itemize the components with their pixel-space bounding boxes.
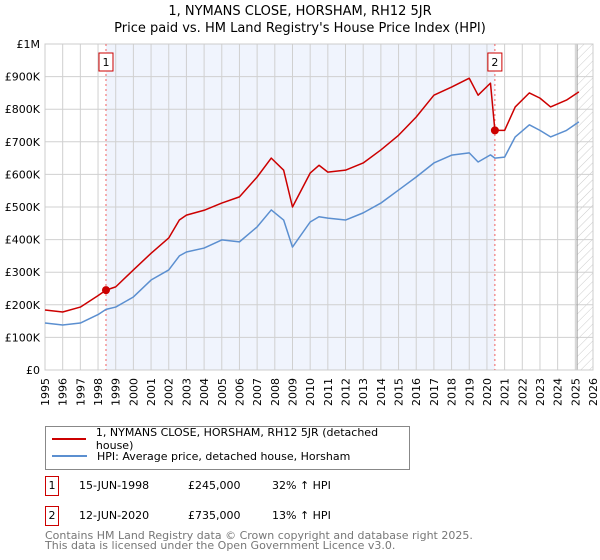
legend-swatch-blue [52, 455, 87, 457]
legend-label: HPI: Average price, detached house, Hors… [97, 449, 351, 463]
sale-point [101, 286, 110, 295]
x-tick-label: 1997 [74, 378, 87, 406]
x-tick-label: 2022 [516, 378, 529, 406]
chart-subtitle: Price paid vs. HM Land Registry's House … [114, 21, 486, 36]
marker-box [98, 52, 114, 72]
marker-label: 1 [102, 56, 109, 69]
y-tick-label: £800K [5, 103, 41, 116]
y-tick-label: £600K [5, 168, 41, 181]
x-tick-label: 2008 [269, 378, 282, 406]
marker-badge: 1 [45, 476, 59, 496]
transaction-price: £245,000 [188, 479, 241, 492]
x-tick-label: 2024 [552, 378, 565, 406]
x-tick-label: 2010 [304, 378, 317, 406]
x-tick-label: 2012 [340, 378, 353, 406]
marker-badge: 2 [45, 506, 59, 526]
x-tick-label: 1996 [57, 378, 70, 406]
price-chart: 1995 1996 1997 1998 1999 2000 2001 2002 2003 2004… [5, 38, 600, 406]
transaction-hpi: 32% ↑ HPI [272, 479, 331, 492]
x-tick-label: 2021 [499, 378, 512, 406]
marker-box [487, 52, 503, 72]
x-tick-label: 2017 [428, 378, 441, 406]
y-tick-label: £200K [5, 299, 41, 312]
transaction-date: 15-JUN-1998 [79, 479, 150, 492]
legend-item-hpi: HPI: Average price, detached house, Hors… [52, 449, 350, 463]
transaction-date: 12-JUN-2020 [79, 509, 150, 522]
x-tick-label: 2007 [251, 378, 264, 406]
plot-frame [44, 43, 594, 371]
x-tick-label: 2004 [198, 378, 211, 406]
y-tick-label: £700K [5, 136, 41, 149]
legend-swatch-red [52, 438, 86, 440]
sale-point [490, 126, 499, 135]
hpi-line [44, 121, 580, 326]
x-tick-label: 2000 [127, 378, 140, 406]
x-tick-label: 2011 [322, 378, 335, 406]
x-tick-label: 1998 [92, 378, 105, 406]
y-tick-label: £1M [17, 38, 41, 51]
x-tick-label: 2014 [375, 378, 388, 406]
transaction-hpi: 13% ↑ HPI [272, 509, 331, 522]
footer: Contains HM Land Registry data © Crown c… [45, 529, 473, 552]
x-tick-label: 2001 [145, 378, 158, 406]
legend-label: 1, NYMANS CLOSE, HORSHAM, RH12 5JR (deta… [95, 426, 379, 452]
x-tick-label: 2025 [569, 378, 582, 406]
marker-label: 2 [491, 56, 498, 69]
x-tick-label: 2002 [163, 378, 176, 406]
y-tick-label: £0 [26, 364, 40, 377]
legend-item-property: 1, NYMANS CLOSE, HORSHAM, RH12 5JR (deta… [52, 426, 409, 452]
y-tick-label: £300K [5, 266, 41, 279]
transaction-price: £735,000 [188, 509, 241, 522]
x-tick-label: 2009 [286, 378, 299, 406]
y-tick-label: £400K [5, 234, 41, 247]
x-tick-label: 2013 [357, 378, 370, 406]
y-tick-label: £100K [5, 331, 41, 344]
x-tick-label: 2023 [534, 378, 547, 406]
x-tick-label: 2026 [587, 378, 600, 406]
x-tick-label: 2016 [410, 378, 423, 406]
y-tick-label: £900K [5, 71, 41, 84]
legend: 1, NYMANS CLOSE, HORSHAM, RH12 5JR (deta… [45, 426, 410, 470]
y-tick-label: £500K [5, 201, 41, 214]
x-tick-label: 2005 [216, 378, 229, 406]
x-tick-label: 2015 [393, 378, 406, 406]
x-tick-label: 2006 [233, 378, 246, 406]
footer-line: This data is licensed under the Open Gov… [45, 539, 396, 552]
x-tick-label: 2020 [481, 378, 494, 406]
x-tick-label: 2003 [180, 378, 193, 406]
x-tick-label: 1999 [110, 378, 123, 406]
footer-line: Contains HM Land Registry data © Crown c… [45, 529, 473, 542]
x-tick-label: 2019 [463, 378, 476, 406]
price-paid-line [44, 77, 580, 313]
chart-title: 1, NYMANS CLOSE, HORSHAM, RH12 5JR [168, 4, 432, 19]
x-tick-label: 1995 [39, 378, 52, 406]
x-tick-label: 2018 [446, 378, 459, 406]
